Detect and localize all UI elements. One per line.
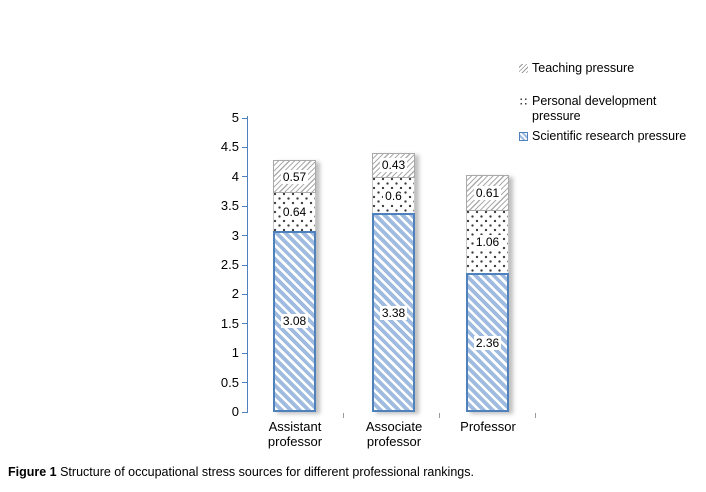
y-axis-tick xyxy=(242,117,247,119)
teaching-pressure-swatch-icon xyxy=(519,64,528,73)
y-axis-tick xyxy=(242,264,247,266)
x-axis-tick xyxy=(535,413,536,418)
data-label: 0.6 xyxy=(383,188,404,203)
y-axis-tick xyxy=(242,293,247,295)
y-axis-tick-label: 4 xyxy=(231,168,239,184)
y-axis-tick-label: 3.5 xyxy=(220,198,239,214)
y-axis-tick-label: 2 xyxy=(231,286,239,302)
legend-label: Scientific research pressure xyxy=(532,129,687,143)
y-axis-tick xyxy=(242,146,247,148)
segment-teaching-pressure: 0.57 xyxy=(273,159,316,194)
data-label: 0.43 xyxy=(379,158,408,173)
legend-item-personal-development-pressure: Personal development pressure xyxy=(519,94,705,124)
y-axis-tick xyxy=(242,382,247,384)
x-axis-tick xyxy=(343,413,344,418)
data-label: 2.36 xyxy=(473,335,502,350)
legend-label: Personal development pressure xyxy=(532,94,657,123)
segment-personal-development-pressure: 0.64 xyxy=(273,193,316,231)
data-label: 0.64 xyxy=(280,205,309,220)
figure-caption: Figure 1 Structure of occupational stres… xyxy=(8,464,648,480)
scientific-research-pressure-swatch-icon xyxy=(519,132,528,141)
bar-associate-professor: 0.43 0.6 3.38 xyxy=(372,152,415,412)
y-axis-tick-label: 0.5 xyxy=(220,374,239,390)
data-label: 1.06 xyxy=(473,235,502,250)
y-axis-tick xyxy=(242,323,247,325)
data-label: 0.61 xyxy=(473,185,502,200)
y-axis-tick-label: 5 xyxy=(231,110,239,125)
x-axis-label-professor: Professor xyxy=(460,419,516,434)
segment-teaching-pressure: 0.61 xyxy=(466,175,509,211)
segment-personal-development-pressure: 0.6 xyxy=(372,178,415,214)
y-axis-tick xyxy=(242,352,247,354)
segment-teaching-pressure: 0.43 xyxy=(372,152,415,178)
y-axis-tick xyxy=(242,411,247,413)
y-axis-tick-label: 4.5 xyxy=(220,139,239,155)
segment-scientific-research-pressure: 2.36 xyxy=(466,273,509,412)
segment-scientific-research-pressure: 3.38 xyxy=(372,213,415,412)
y-axis-line xyxy=(247,116,248,413)
figure-caption-number: Figure 1 xyxy=(8,465,57,479)
legend-label: Teaching pressure xyxy=(532,61,635,75)
data-label: 3.08 xyxy=(280,314,309,329)
x-axis-label-assistant-professor: Assistant professor xyxy=(267,419,323,449)
y-axis-tick xyxy=(242,205,247,207)
personal-development-pressure-swatch-icon xyxy=(519,97,528,106)
y-axis-tick-label: 2.5 xyxy=(220,257,239,272)
legend: Teaching pressure Personal development p… xyxy=(519,61,705,144)
legend-item-scientific-research-pressure: Scientific research pressure xyxy=(519,129,705,144)
y-axis-tick xyxy=(242,235,247,237)
y-axis-tick-label: 3 xyxy=(231,227,239,243)
figure-caption-text: Structure of occupational stress sources… xyxy=(56,465,474,479)
y-axis-tick-label: 0 xyxy=(231,404,239,419)
y-axis-tick xyxy=(242,176,247,178)
y-axis-tick-label: 1.5 xyxy=(220,315,239,331)
legend-item-teaching-pressure: Teaching pressure xyxy=(519,61,705,76)
data-label: 3.38 xyxy=(379,305,408,320)
bar-assistant-professor: 0.57 0.64 3.08 xyxy=(273,159,316,412)
data-label: 0.57 xyxy=(280,169,309,184)
x-axis-label-associate-professor: Associate professor xyxy=(365,419,423,449)
x-axis-tick xyxy=(439,413,440,418)
segment-scientific-research-pressure: 3.08 xyxy=(273,230,316,412)
segment-personal-development-pressure: 1.06 xyxy=(466,210,509,274)
bar-professor: 0.61 1.06 2.36 xyxy=(466,175,509,412)
y-axis-tick-label: 1 xyxy=(231,345,239,361)
